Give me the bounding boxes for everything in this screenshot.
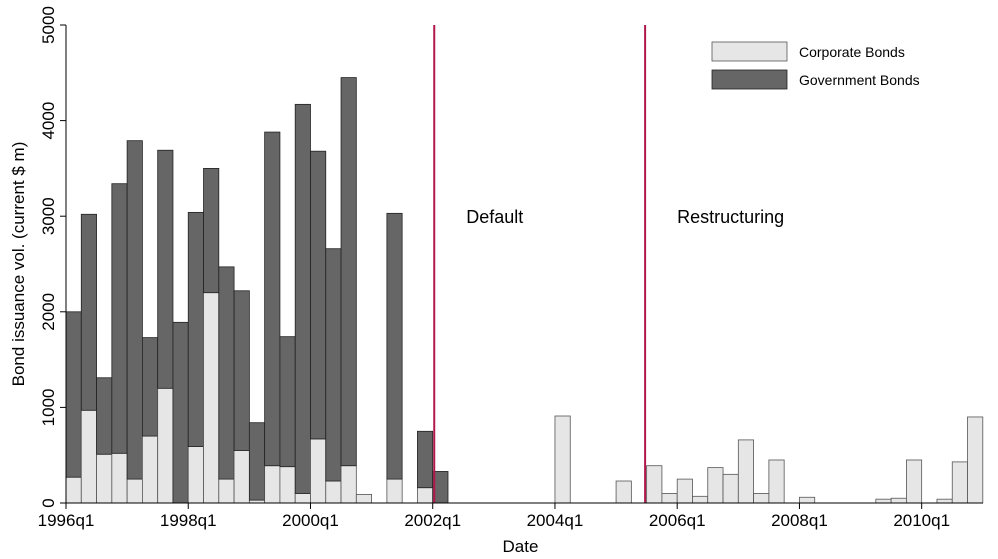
bar-corporate-2000q3 bbox=[340, 465, 357, 504]
bar-corporate-1998q4 bbox=[233, 450, 250, 504]
event-label-restructuring: Restructuring bbox=[677, 207, 784, 227]
bar-corporate-2010q2 bbox=[936, 498, 953, 504]
bar-corporate-2009q3 bbox=[890, 497, 907, 504]
x-tick-label-2006q1: 2006q1 bbox=[649, 511, 706, 530]
bar-corporate-2010q4 bbox=[967, 416, 984, 504]
bar-corporate-2007q3 bbox=[768, 459, 785, 504]
bar-government-1996q3 bbox=[96, 377, 113, 455]
bar-corporate-2006q1 bbox=[676, 478, 693, 504]
x-axis-title: Date bbox=[503, 537, 539, 556]
x-tick-label-2008q1: 2008q1 bbox=[771, 511, 828, 530]
bar-corporate-2000q4 bbox=[355, 493, 373, 504]
bar-corporate-1997q3 bbox=[157, 387, 174, 504]
x-tick-label-1996q1: 1996q1 bbox=[38, 511, 95, 530]
bar-corporate-2001q2 bbox=[386, 478, 403, 504]
bar-corporate-2005q3 bbox=[646, 465, 663, 504]
bar-government-1998q2 bbox=[203, 167, 220, 294]
bar-corporate-1999q3 bbox=[279, 466, 296, 504]
bar-government-1997q3 bbox=[157, 149, 174, 389]
bar-corporate-2009q4 bbox=[906, 459, 923, 504]
y-tick-label-1000: 1000 bbox=[39, 388, 58, 426]
legend-label-corporate: Corporate Bonds bbox=[799, 44, 905, 60]
bar-corporate-2007q1 bbox=[737, 439, 755, 504]
legend-label-government: Government Bonds bbox=[799, 72, 920, 88]
bar-government-1998q4 bbox=[233, 290, 250, 451]
bar-corporate-1999q2 bbox=[264, 465, 281, 504]
bar-government-1996q4 bbox=[111, 183, 128, 454]
bar-corporate-1996q1 bbox=[65, 476, 82, 504]
bar-corporate-2005q4 bbox=[661, 493, 678, 504]
bar-corporate-2006q2 bbox=[692, 495, 709, 504]
event-label-default: Default bbox=[466, 207, 523, 227]
bar-corporate-1998q3 bbox=[218, 478, 235, 504]
bar-government-1996q2 bbox=[80, 213, 97, 411]
bar-government-1998q3 bbox=[218, 266, 235, 480]
bar-corporate-2007q2 bbox=[753, 493, 770, 504]
x-tick-label-2000q1: 2000q1 bbox=[282, 511, 339, 530]
y-tick-label-0: 0 bbox=[39, 498, 58, 507]
bar-government-2000q3 bbox=[340, 77, 357, 467]
y-tick-label-5000: 5000 bbox=[39, 6, 58, 44]
bar-government-2000q2 bbox=[325, 248, 342, 482]
bar-government-1997q1 bbox=[126, 140, 143, 480]
bar-corporate-1997q1 bbox=[126, 478, 143, 504]
bar-government-1997q4 bbox=[172, 321, 189, 504]
bar-government-1997q2 bbox=[141, 337, 159, 437]
bar-corporate-1997q2 bbox=[141, 435, 159, 504]
bar-government-1999q2 bbox=[264, 131, 281, 467]
bar-corporate-2006q3 bbox=[707, 467, 724, 504]
bar-corporate-1996q4 bbox=[111, 452, 128, 504]
legend-swatch-corporate bbox=[711, 41, 788, 62]
bar-corporate-2004q1 bbox=[554, 415, 571, 504]
bar-government-2001q2 bbox=[386, 212, 403, 480]
bar-government-1999q1 bbox=[248, 422, 266, 501]
y-axis-title: Bond issuance vol. (current $ m) bbox=[9, 142, 28, 387]
bar-government-1998q1 bbox=[187, 211, 204, 447]
bar-government-2000q1 bbox=[310, 150, 327, 440]
bar-corporate-2010q3 bbox=[951, 461, 968, 504]
bar-corporate-2006q4 bbox=[722, 473, 739, 504]
bar-government-2001q4 bbox=[417, 430, 434, 489]
bar-government-1996q1 bbox=[65, 311, 82, 478]
x-tick-label-2010q1: 2010q1 bbox=[893, 511, 950, 530]
bar-corporate-1998q2 bbox=[203, 292, 220, 504]
x-tick-label-1998q1: 1998q1 bbox=[160, 511, 217, 530]
bar-corporate-1998q1 bbox=[187, 446, 204, 504]
bar-corporate-1996q2 bbox=[80, 409, 97, 504]
bar-corporate-1999q4 bbox=[294, 493, 311, 504]
x-tick-label-2002q1: 2002q1 bbox=[404, 511, 461, 530]
bar-corporate-2001q4 bbox=[417, 487, 434, 504]
bar-corporate-2009q2 bbox=[875, 498, 892, 504]
bar-corporate-2005q1 bbox=[615, 480, 632, 504]
legend-swatch-government bbox=[711, 69, 788, 90]
bar-government-1999q3 bbox=[279, 336, 296, 468]
bar-corporate-2008q1 bbox=[799, 496, 816, 504]
y-tick-label-2000: 2000 bbox=[39, 293, 58, 331]
bar-corporate-2000q2 bbox=[325, 480, 342, 504]
x-tick-label-2004q1: 2004q1 bbox=[527, 511, 584, 530]
y-tick-label-4000: 4000 bbox=[39, 102, 58, 140]
bar-corporate-2000q1 bbox=[310, 438, 327, 504]
bar-government-1999q4 bbox=[294, 103, 311, 494]
y-tick-label-3000: 3000 bbox=[39, 197, 58, 235]
bar-corporate-1996q3 bbox=[96, 453, 113, 504]
